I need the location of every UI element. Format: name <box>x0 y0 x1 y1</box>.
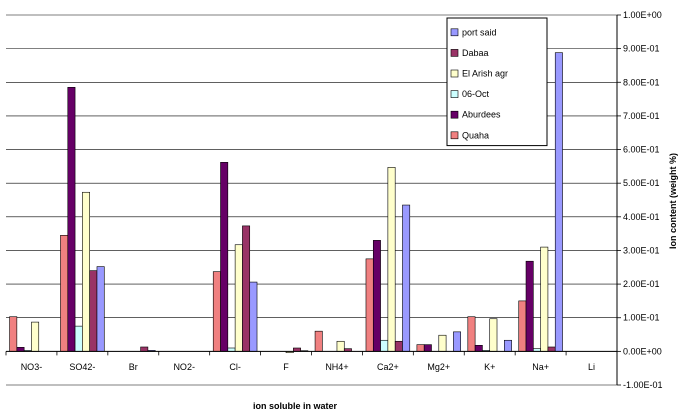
bar-quaha-nh4+ <box>314 330 323 352</box>
y-tick-label: 2.00E-01 <box>623 279 660 289</box>
legend-swatch <box>450 69 459 78</box>
y-tick-label: 0.00E+00 <box>623 346 662 356</box>
bar-port-said-k+ <box>504 339 512 352</box>
x-tick-label: F <box>283 362 289 372</box>
legend: port said Dabaa El Arish agr 06-Oct Aburdees… <box>446 17 548 147</box>
bar-dabaa-br <box>140 346 149 352</box>
y-tick-label: 5.00E-01 <box>623 178 660 188</box>
x-tick-label: K+ <box>484 362 495 372</box>
bar-aburdees-k+ <box>474 345 483 352</box>
x-tick-label: Mg2+ <box>427 362 450 372</box>
legend-box <box>446 17 548 147</box>
x-tick-label: Ca2+ <box>377 362 399 372</box>
y-tick-label: 8.00E-01 <box>623 77 660 87</box>
bar-dabaa-cl- <box>242 225 251 352</box>
bar-06-oct-cl- <box>227 347 236 352</box>
bar-aburdees-na+ <box>525 260 534 352</box>
bar-dabaa-ca2+ <box>394 340 403 352</box>
x-tick-label: NH4+ <box>325 362 348 372</box>
x-tick-label: NO2- <box>173 362 195 372</box>
y-tick-label: 7.00E-01 <box>623 111 660 121</box>
bar-el-arish-agr-so42- <box>82 191 90 352</box>
x-tick-label: Cl- <box>229 362 241 372</box>
bar-dabaa-f <box>293 347 301 352</box>
bar-port-said-ca2+ <box>402 204 411 352</box>
legend-swatch <box>450 49 459 57</box>
bar-quaha-no3- <box>9 316 18 352</box>
y-tick-label: -1.00E-01 <box>623 380 663 390</box>
bar-06-oct-so42- <box>74 325 83 352</box>
legend-swatch <box>450 90 459 98</box>
y-axis-ticks: -1.00E-01 0.00E+00 1.00E-01 2.00E-01 3.00E-0… <box>617 10 663 390</box>
legend-label: Quaha <box>462 130 489 140</box>
x-tick-label: Br <box>129 362 138 372</box>
bar-port-said-so42- <box>96 266 105 352</box>
bar-el-arish-agr-na+ <box>540 246 549 352</box>
x-axis-ticks: NO3- SO42- Br NO2- Cl- F NH4+ Ca2+ Mg2+ K+ Na+ Li <box>5 351 618 372</box>
bar-quaha-ca2+ <box>365 258 374 352</box>
y-tick-label: 9.00E-01 <box>623 44 660 54</box>
bar-quaha-na+ <box>518 300 527 352</box>
bar-port-said-na+ <box>554 52 563 352</box>
x-tick-label: Na+ <box>532 362 549 372</box>
bar-06-oct-ca2+ <box>380 339 389 352</box>
bar-quaha-cl- <box>212 271 221 352</box>
legend-swatch <box>450 131 459 140</box>
y-axis-title: Ion content (weight %) <box>668 153 678 249</box>
legend-label: port said <box>462 27 497 37</box>
legend-swatch <box>450 28 459 37</box>
bar-el-arish-agr-nh4+ <box>336 340 345 352</box>
bars <box>9 52 563 354</box>
y-tick-label: 4.00E-01 <box>623 212 660 222</box>
bar-aburdees-no3- <box>16 347 25 352</box>
bar-el-arish-agr-cl- <box>234 244 243 352</box>
bar-el-arish-agr-ca2+ <box>387 167 396 352</box>
bar-port-said-mg2+ <box>453 331 461 352</box>
bar-el-arish-agr-k+ <box>489 318 498 352</box>
bar-aburdees-so42- <box>67 87 76 352</box>
bar-aburdees-cl- <box>220 162 229 352</box>
legend-label: 06-Oct <box>462 89 490 99</box>
x-axis-title: ion soluble in water <box>253 401 338 411</box>
legend-swatch <box>450 110 459 119</box>
bar-dabaa-na+ <box>547 346 556 352</box>
bar-el-arish-agr-mg2+ <box>438 334 447 352</box>
x-tick-label: SO42- <box>69 362 95 372</box>
x-tick-label: Li <box>588 362 595 372</box>
legend-label: Dabaa <box>462 48 489 58</box>
y-tick-label: 3.00E-01 <box>623 245 660 255</box>
bar-quaha-k+ <box>467 316 476 352</box>
legend-label: Aburdees <box>462 110 501 120</box>
bar-quaha-so42- <box>60 235 69 352</box>
bar-el-arish-agr-no3- <box>31 321 40 352</box>
bar-quaha-mg2+ <box>416 344 425 352</box>
bar-port-said-cl- <box>249 281 258 352</box>
x-tick-label: NO3- <box>21 362 43 372</box>
bar-aburdees-ca2+ <box>372 240 381 352</box>
y-tick-label: 1.00E+00 <box>623 10 662 20</box>
bar-dabaa-so42- <box>89 270 98 352</box>
y-tick-label: 1.00E-01 <box>623 313 660 323</box>
legend-label: El Arish agr <box>462 69 508 79</box>
bar-aburdees-mg2+ <box>423 344 432 352</box>
y-tick-label: 6.00E-01 <box>623 145 660 155</box>
